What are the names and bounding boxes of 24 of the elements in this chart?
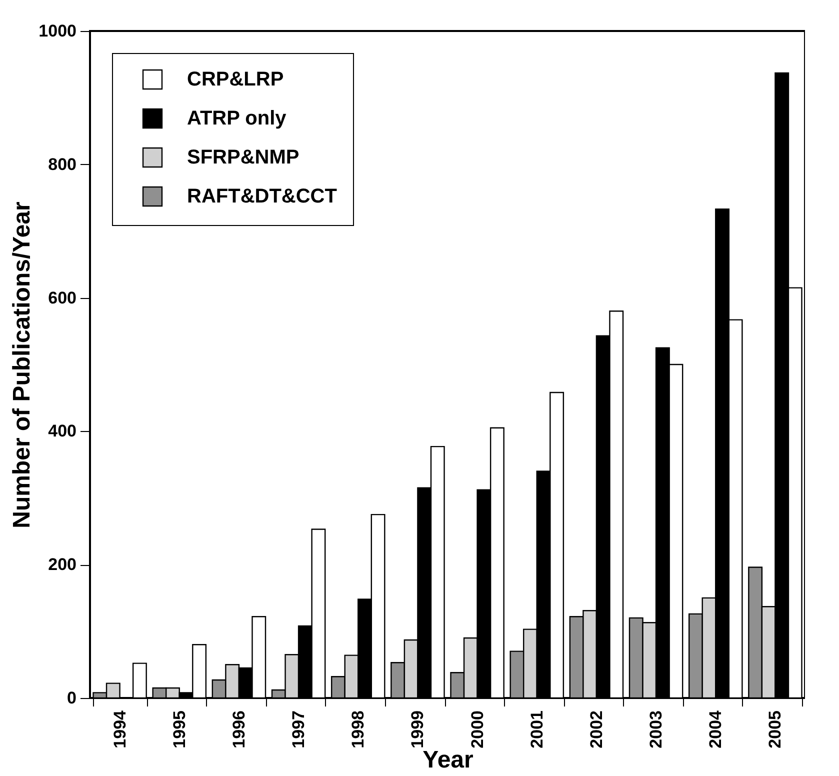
y-tick-label: 200	[48, 555, 76, 574]
legend-label: RAFT&DT&CCT	[187, 186, 337, 208]
y-tick-label: 600	[48, 288, 76, 308]
x-tick-label: 1998	[348, 710, 368, 748]
y-tick-label: 400	[48, 422, 76, 441]
x-tick-label: 1997	[289, 710, 308, 748]
y-tick-label: 1000	[38, 22, 76, 40]
x-tick-label: 2005	[766, 710, 785, 748]
x-tick-label: 1999	[408, 710, 428, 748]
legend-label: CRP&LRP	[187, 68, 284, 90]
x-tick-label: 2004	[706, 710, 726, 748]
x-tick-label: 1995	[170, 710, 189, 748]
legend-label: ATRP only	[187, 108, 288, 130]
x-tick-label: 2000	[468, 710, 487, 748]
x-axis-title: Year	[422, 746, 474, 774]
x-tick-label: 2002	[586, 710, 606, 748]
legend-label: SFRP&NMP	[187, 146, 300, 168]
y-axis-title: Number of Publications/Year	[8, 202, 36, 528]
y-tick-label: 0	[67, 688, 76, 708]
x-tick-label: 1994	[110, 710, 130, 748]
x-tick-label: 1996	[229, 710, 248, 748]
y-tick-label: 800	[48, 154, 76, 174]
x-tick-label: 2001	[527, 710, 546, 748]
x-tick-label: 2003	[646, 710, 666, 748]
